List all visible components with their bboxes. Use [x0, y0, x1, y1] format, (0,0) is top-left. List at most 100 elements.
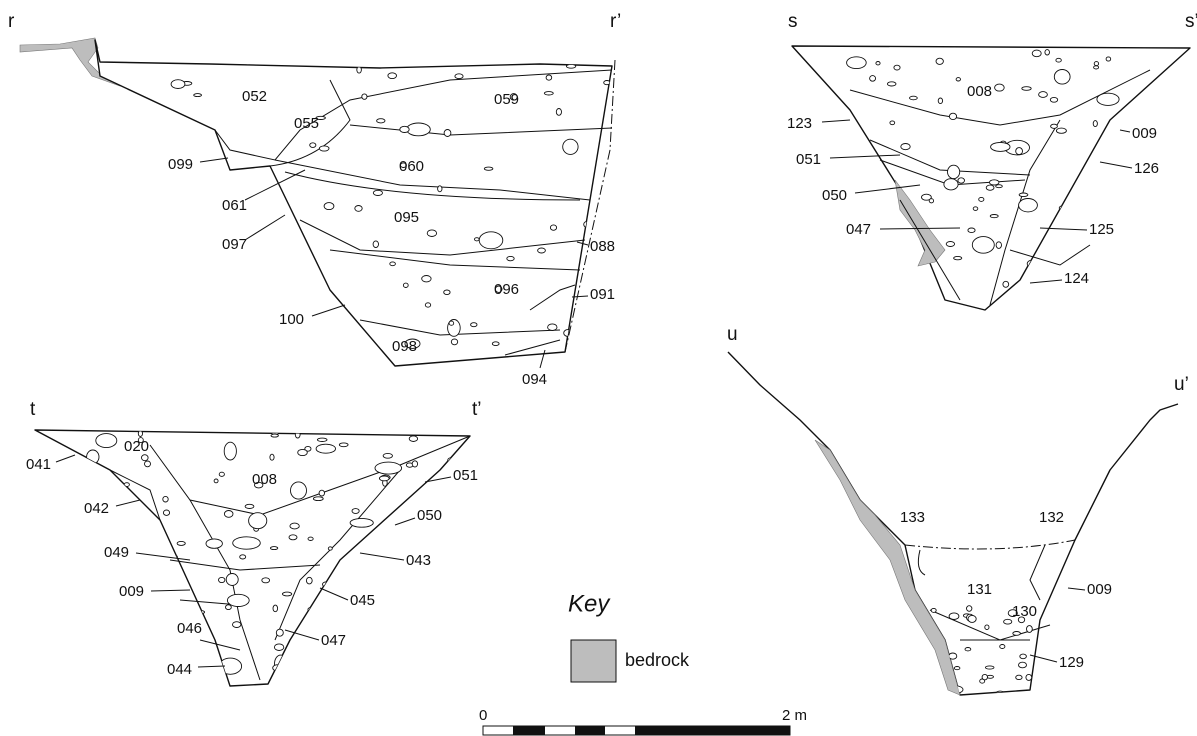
stone — [56, 515, 65, 520]
stone — [931, 608, 936, 612]
stone — [76, 556, 90, 566]
stone — [373, 190, 382, 195]
stone — [444, 130, 451, 137]
stone — [249, 513, 267, 529]
section-t — [35, 430, 470, 686]
stone — [108, 98, 114, 101]
stone — [1106, 57, 1111, 61]
stone — [968, 228, 975, 233]
stone — [57, 613, 63, 617]
section-start-label: s — [788, 11, 798, 32]
layer-label: 098 — [392, 338, 417, 355]
stone — [349, 558, 359, 562]
stone — [224, 442, 236, 460]
stone — [910, 96, 918, 100]
stone — [972, 237, 994, 254]
stone — [178, 195, 186, 199]
stone — [405, 660, 411, 666]
stone — [240, 555, 246, 559]
stone — [564, 330, 572, 337]
stone — [455, 74, 463, 79]
stone — [159, 583, 165, 588]
layer-label: 096 — [494, 281, 519, 298]
stone — [319, 146, 329, 151]
stone — [87, 450, 99, 464]
stone — [316, 444, 335, 453]
stone — [138, 431, 142, 437]
section-start-label: u — [727, 324, 738, 345]
stone — [145, 461, 151, 467]
stone — [282, 592, 291, 596]
stone — [420, 543, 428, 548]
stone — [890, 121, 895, 125]
layer-label: 094 — [522, 371, 547, 388]
layer-label: 130 — [1012, 603, 1037, 620]
stone — [390, 262, 396, 266]
stone — [145, 160, 154, 166]
stone — [310, 143, 316, 148]
stone — [290, 523, 299, 529]
stone — [276, 629, 283, 636]
stone — [377, 119, 385, 123]
section-outline — [95, 40, 612, 366]
stone — [388, 73, 397, 79]
layer-label: 129 — [1059, 654, 1084, 671]
stone — [949, 113, 956, 119]
stone — [435, 622, 458, 639]
stone — [1100, 250, 1108, 255]
stone — [424, 590, 433, 594]
stone — [429, 638, 438, 643]
stone — [262, 578, 270, 583]
stone — [1032, 50, 1041, 57]
stone — [142, 455, 149, 461]
stone — [1020, 654, 1027, 659]
stone — [991, 142, 1010, 151]
layer-label: 132 — [1039, 509, 1064, 526]
stone — [1093, 121, 1097, 127]
section-start-label: r — [8, 11, 15, 32]
stone — [313, 497, 323, 501]
section-outline — [35, 430, 470, 686]
layer-label: 059 — [494, 91, 519, 108]
stone — [194, 644, 198, 647]
stone — [894, 65, 900, 70]
stone — [114, 643, 119, 647]
leader-line — [198, 666, 225, 667]
stone — [440, 634, 450, 641]
stone — [1000, 645, 1005, 649]
stone — [451, 339, 457, 345]
stone — [277, 257, 287, 262]
stone — [146, 584, 162, 601]
stone — [1035, 677, 1040, 684]
stone — [599, 355, 607, 361]
stone — [350, 518, 373, 527]
leader-line — [1030, 280, 1062, 283]
layer-label: 051 — [796, 151, 821, 168]
stone — [245, 504, 254, 508]
stone — [362, 94, 367, 99]
stone — [876, 62, 880, 65]
stone — [214, 479, 218, 483]
stone — [1076, 222, 1083, 226]
stone — [111, 511, 115, 515]
layer-label: 049 — [104, 544, 129, 561]
stone — [838, 268, 845, 274]
stone — [163, 496, 168, 502]
layer-label: 047 — [321, 632, 346, 649]
stone — [375, 462, 402, 474]
stone — [847, 247, 851, 254]
leader-line — [822, 120, 850, 122]
stone — [1013, 632, 1021, 636]
stone — [990, 215, 998, 218]
stone — [1016, 675, 1022, 679]
stone — [538, 248, 546, 253]
stone — [832, 121, 840, 126]
stone — [1019, 662, 1027, 668]
stone — [271, 434, 278, 437]
stone — [242, 264, 249, 269]
layer-label: 061 — [222, 197, 247, 214]
layer-label: 046 — [177, 620, 202, 637]
stone — [352, 637, 358, 643]
layer-label: 126 — [1134, 160, 1159, 177]
stone — [212, 656, 218, 660]
